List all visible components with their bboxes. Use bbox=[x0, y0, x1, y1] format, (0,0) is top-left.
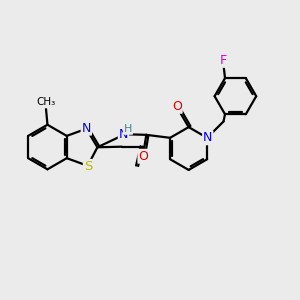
Text: S: S bbox=[84, 160, 92, 173]
Text: N: N bbox=[203, 131, 212, 144]
Text: O: O bbox=[172, 100, 182, 113]
Text: H: H bbox=[124, 124, 132, 134]
Text: F: F bbox=[219, 54, 226, 67]
Text: N: N bbox=[82, 122, 91, 135]
Text: N: N bbox=[119, 128, 128, 141]
Text: O: O bbox=[138, 150, 148, 163]
Text: CH₃: CH₃ bbox=[36, 98, 56, 107]
